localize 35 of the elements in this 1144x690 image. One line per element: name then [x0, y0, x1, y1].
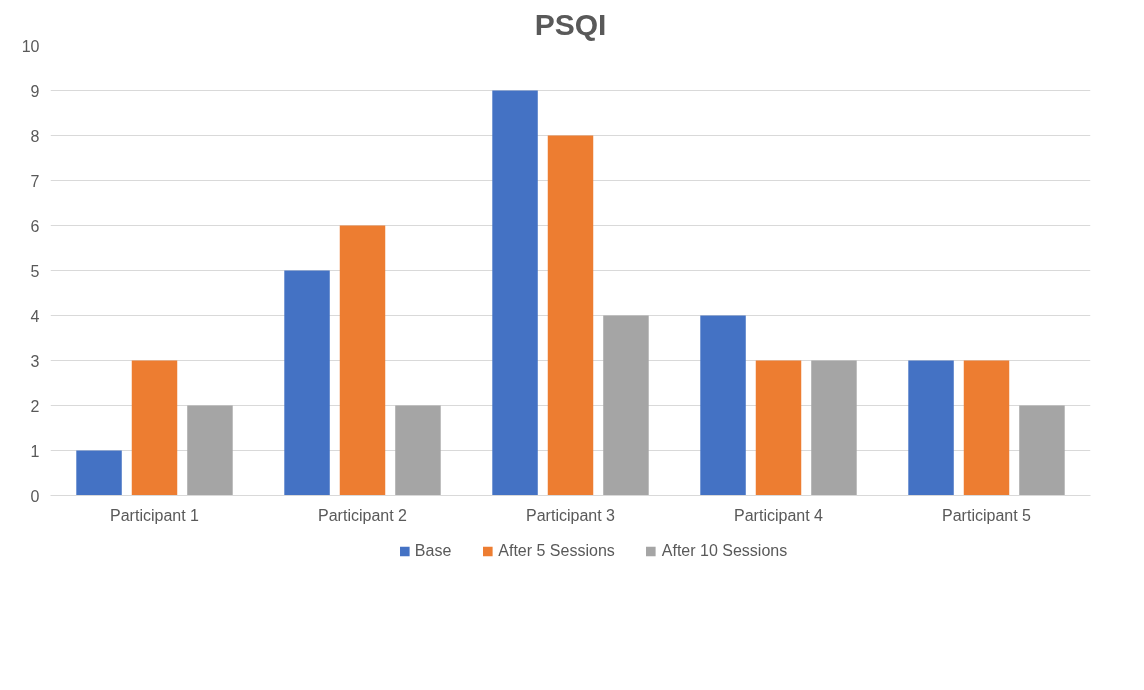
bar — [131, 360, 178, 496]
bar — [339, 225, 386, 496]
x-tick-label: Participant 4 — [734, 506, 824, 524]
y-tick-label: 1 — [30, 442, 40, 460]
bar — [755, 360, 802, 496]
y-tick-label: 5 — [30, 262, 40, 280]
y-tick-label: 0 — [30, 487, 40, 505]
bar — [395, 405, 441, 496]
chart-title: PSQI — [534, 7, 607, 41]
bar — [284, 270, 330, 496]
y-tick-label: 3 — [30, 352, 40, 370]
bar — [1019, 405, 1065, 496]
bar — [963, 360, 1010, 496]
y-tick-label: 6 — [30, 217, 40, 235]
bar — [603, 315, 649, 496]
bar — [700, 315, 746, 496]
y-tick-label: 9 — [30, 82, 40, 100]
bar — [547, 135, 594, 496]
legend-label: After 10 Sessions — [661, 542, 788, 560]
x-tick-label: Participant 1 — [110, 506, 200, 524]
legend-label: After 5 Sessions — [498, 542, 615, 560]
y-tick-label: 8 — [30, 127, 40, 145]
y-tick-label: 4 — [30, 307, 40, 325]
y-tick-label: 10 — [21, 37, 40, 55]
y-tick-label: 2 — [30, 397, 40, 415]
bar — [811, 360, 857, 496]
legend-label: Base — [414, 542, 452, 560]
bar — [76, 450, 122, 496]
y-tick-label: 7 — [30, 172, 40, 190]
x-tick-label: Participant 5 — [942, 506, 1032, 524]
bar — [187, 405, 233, 496]
x-tick-label: Participant 3 — [526, 506, 616, 524]
x-tick-label: Participant 2 — [318, 506, 408, 524]
bar — [908, 360, 954, 496]
bar — [492, 90, 538, 496]
